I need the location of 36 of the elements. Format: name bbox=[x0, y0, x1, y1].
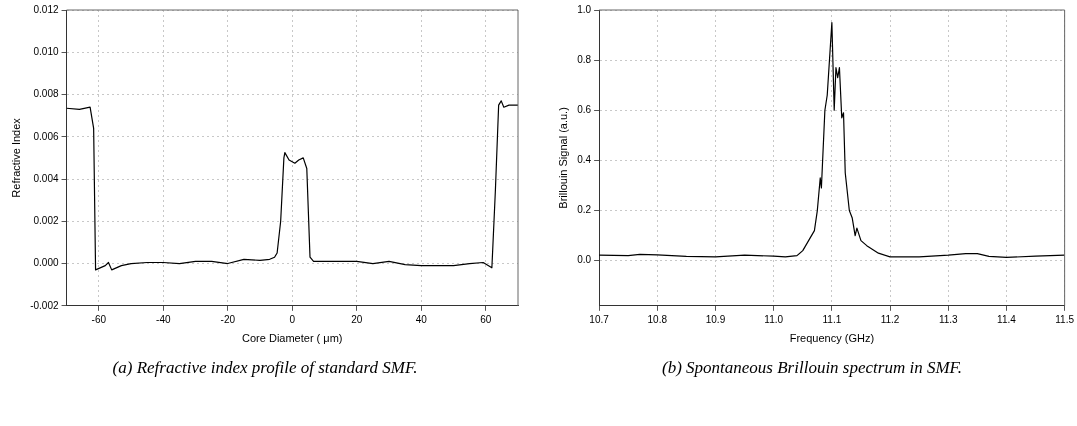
x-tick-label: 10.7 bbox=[589, 313, 610, 325]
y-tick-label: 0.0 bbox=[577, 254, 592, 266]
x-tick-label: 60 bbox=[480, 313, 492, 325]
x-tick-label: -40 bbox=[156, 313, 171, 325]
x-tick-label: 11.5 bbox=[1055, 313, 1075, 325]
y-tick-label: 0.6 bbox=[577, 104, 592, 116]
x-axis-title: Core Diameter ( μm) bbox=[242, 332, 343, 345]
x-tick-label: 11.0 bbox=[764, 313, 784, 325]
text: (b) Spontaneous Brillouin spectrum in SMF. bbox=[661, 358, 963, 378]
x-tick-label: 10.9 bbox=[705, 313, 726, 325]
x-tick-label: 0 bbox=[289, 313, 296, 325]
y-tick-label: 0.002 bbox=[33, 215, 59, 227]
y-tick-label: -0.002 bbox=[30, 299, 59, 311]
x-tick-label: 11.4 bbox=[997, 313, 1017, 325]
y-tick-label: 0.4 bbox=[577, 154, 592, 166]
x-tick-label: 11.2 bbox=[880, 313, 900, 325]
y-tick-label: 0.010 bbox=[33, 46, 59, 58]
x-tick-label: 20 bbox=[351, 313, 363, 325]
y-tick-label: 0.012 bbox=[33, 3, 59, 15]
y-tick-label: 1.0 bbox=[577, 3, 592, 15]
y-tick-label: 0.006 bbox=[33, 130, 59, 142]
y-tick-label: 0.8 bbox=[577, 53, 592, 65]
y-axis-title: Brillouin Signal (a.u.) bbox=[556, 107, 569, 209]
y-axis-title: Refractive Index bbox=[9, 117, 22, 198]
x-tick-label: -20 bbox=[220, 313, 236, 325]
y-tick-label: 0.000 bbox=[33, 257, 59, 269]
x-tick-label: 40 bbox=[415, 313, 428, 325]
x-tick-label: 11.3 bbox=[938, 313, 959, 325]
x-tick-label: 11.1 bbox=[822, 313, 842, 325]
x-tick-label: 10.8 bbox=[647, 313, 668, 325]
y-tick-label: 0.008 bbox=[33, 88, 59, 100]
y-tick-label: 0.004 bbox=[33, 172, 59, 184]
x-axis-title: Frequency (GHz) bbox=[789, 332, 875, 345]
x-tick-label: -60 bbox=[91, 313, 107, 325]
text: (a) Refractive index profile of standard SMF. bbox=[111, 358, 419, 378]
y-tick-label: 0.2 bbox=[577, 204, 592, 216]
